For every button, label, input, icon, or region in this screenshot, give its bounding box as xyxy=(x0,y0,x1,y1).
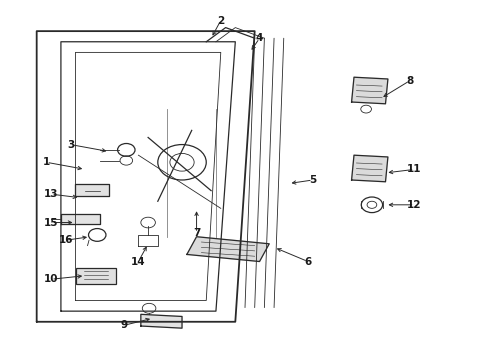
Text: 3: 3 xyxy=(67,140,74,149)
Polygon shape xyxy=(352,77,388,104)
Polygon shape xyxy=(187,237,269,261)
Polygon shape xyxy=(61,214,99,224)
FancyBboxPatch shape xyxy=(76,268,116,284)
Text: 13: 13 xyxy=(44,189,58,199)
Polygon shape xyxy=(141,314,182,328)
Text: 16: 16 xyxy=(58,235,73,245)
Polygon shape xyxy=(352,155,388,182)
Text: 7: 7 xyxy=(193,228,200,238)
Text: 1: 1 xyxy=(43,157,50,167)
Text: 8: 8 xyxy=(406,76,414,86)
Text: 9: 9 xyxy=(121,320,127,330)
Text: 14: 14 xyxy=(131,257,146,266)
Text: 5: 5 xyxy=(309,175,317,185)
Text: 11: 11 xyxy=(407,165,422,174)
Text: 4: 4 xyxy=(256,33,263,43)
Text: 6: 6 xyxy=(304,257,312,266)
Text: 15: 15 xyxy=(44,217,58,228)
Text: 12: 12 xyxy=(407,200,422,210)
Text: 2: 2 xyxy=(217,15,224,26)
Polygon shape xyxy=(75,184,109,196)
Text: 10: 10 xyxy=(44,274,58,284)
